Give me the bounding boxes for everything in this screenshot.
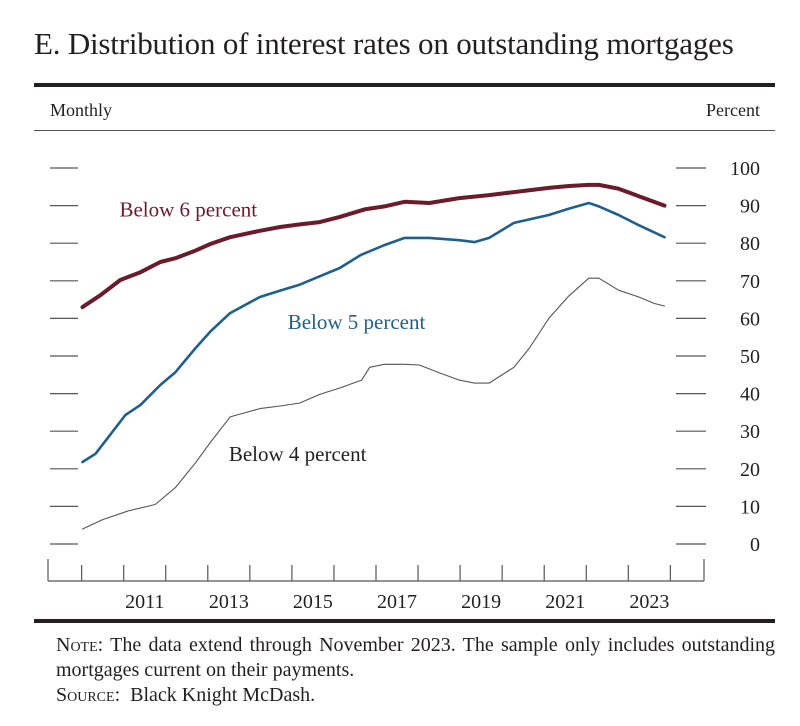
x-tick-label: 2017 [377, 591, 417, 613]
x-tick-label: 2015 [293, 591, 333, 613]
source-text: Black Knight McDash. [120, 684, 316, 706]
y-tick-label: 80 [740, 233, 760, 255]
below-4-percent-line [81, 277, 666, 530]
chart-title: E. Distribution of interest rates on out… [34, 26, 734, 61]
x-tick-label: 2013 [209, 591, 249, 613]
y-tick-label: 0 [750, 534, 760, 556]
series-labels: Below 6 percent Below 5 percent Below 4 pe… [119, 197, 425, 465]
left-y-ticks [50, 167, 78, 545]
right-y-ticks: 0 10 20 30 40 50 60 70 80 90 100 [676, 158, 760, 556]
below-4-percent-label: Below 4 percent [229, 442, 367, 466]
x-tick-label: 2011 [125, 591, 164, 613]
below-5-percent-label: Below 5 percent [288, 310, 426, 334]
unit-label: Percent [706, 100, 760, 120]
x-tick-label: 2019 [461, 591, 501, 613]
bottom-rule [34, 619, 775, 623]
y-tick-label: 60 [740, 308, 760, 330]
header-rule [34, 130, 775, 131]
y-tick-label: 30 [740, 421, 760, 443]
note-paragraph: Note: The data extend through November 2… [34, 633, 775, 683]
top-rule [34, 83, 775, 87]
below-6-percent-label: Below 6 percent [119, 197, 257, 221]
series-lines [80, 182, 667, 530]
note-text: The data extend through November 2023. T… [56, 634, 775, 681]
x-axis: 2011 2013 2015 2017 2019 2021 2023 [47, 559, 705, 613]
note-label: Note: [56, 634, 104, 656]
y-tick-label: 90 [740, 196, 760, 218]
y-tick-label: 10 [740, 496, 760, 518]
y-tick-label: 20 [740, 459, 760, 481]
y-tick-label: 100 [730, 158, 760, 180]
source-paragraph: Source: Black Knight McDash. [34, 683, 775, 708]
below-6-percent-line [80, 182, 667, 310]
y-tick-label: 50 [740, 346, 760, 368]
figure-notes: Note: The data extend through November 2… [34, 633, 775, 708]
below-5-percent-line [81, 201, 666, 464]
x-tick-label: 2021 [545, 591, 585, 613]
y-tick-label: 40 [740, 384, 760, 406]
source-label: Source: [56, 684, 121, 706]
y-tick-label: 70 [740, 271, 760, 293]
x-tick-label: 2023 [629, 591, 669, 613]
frequency-label: Monthly [50, 100, 113, 120]
